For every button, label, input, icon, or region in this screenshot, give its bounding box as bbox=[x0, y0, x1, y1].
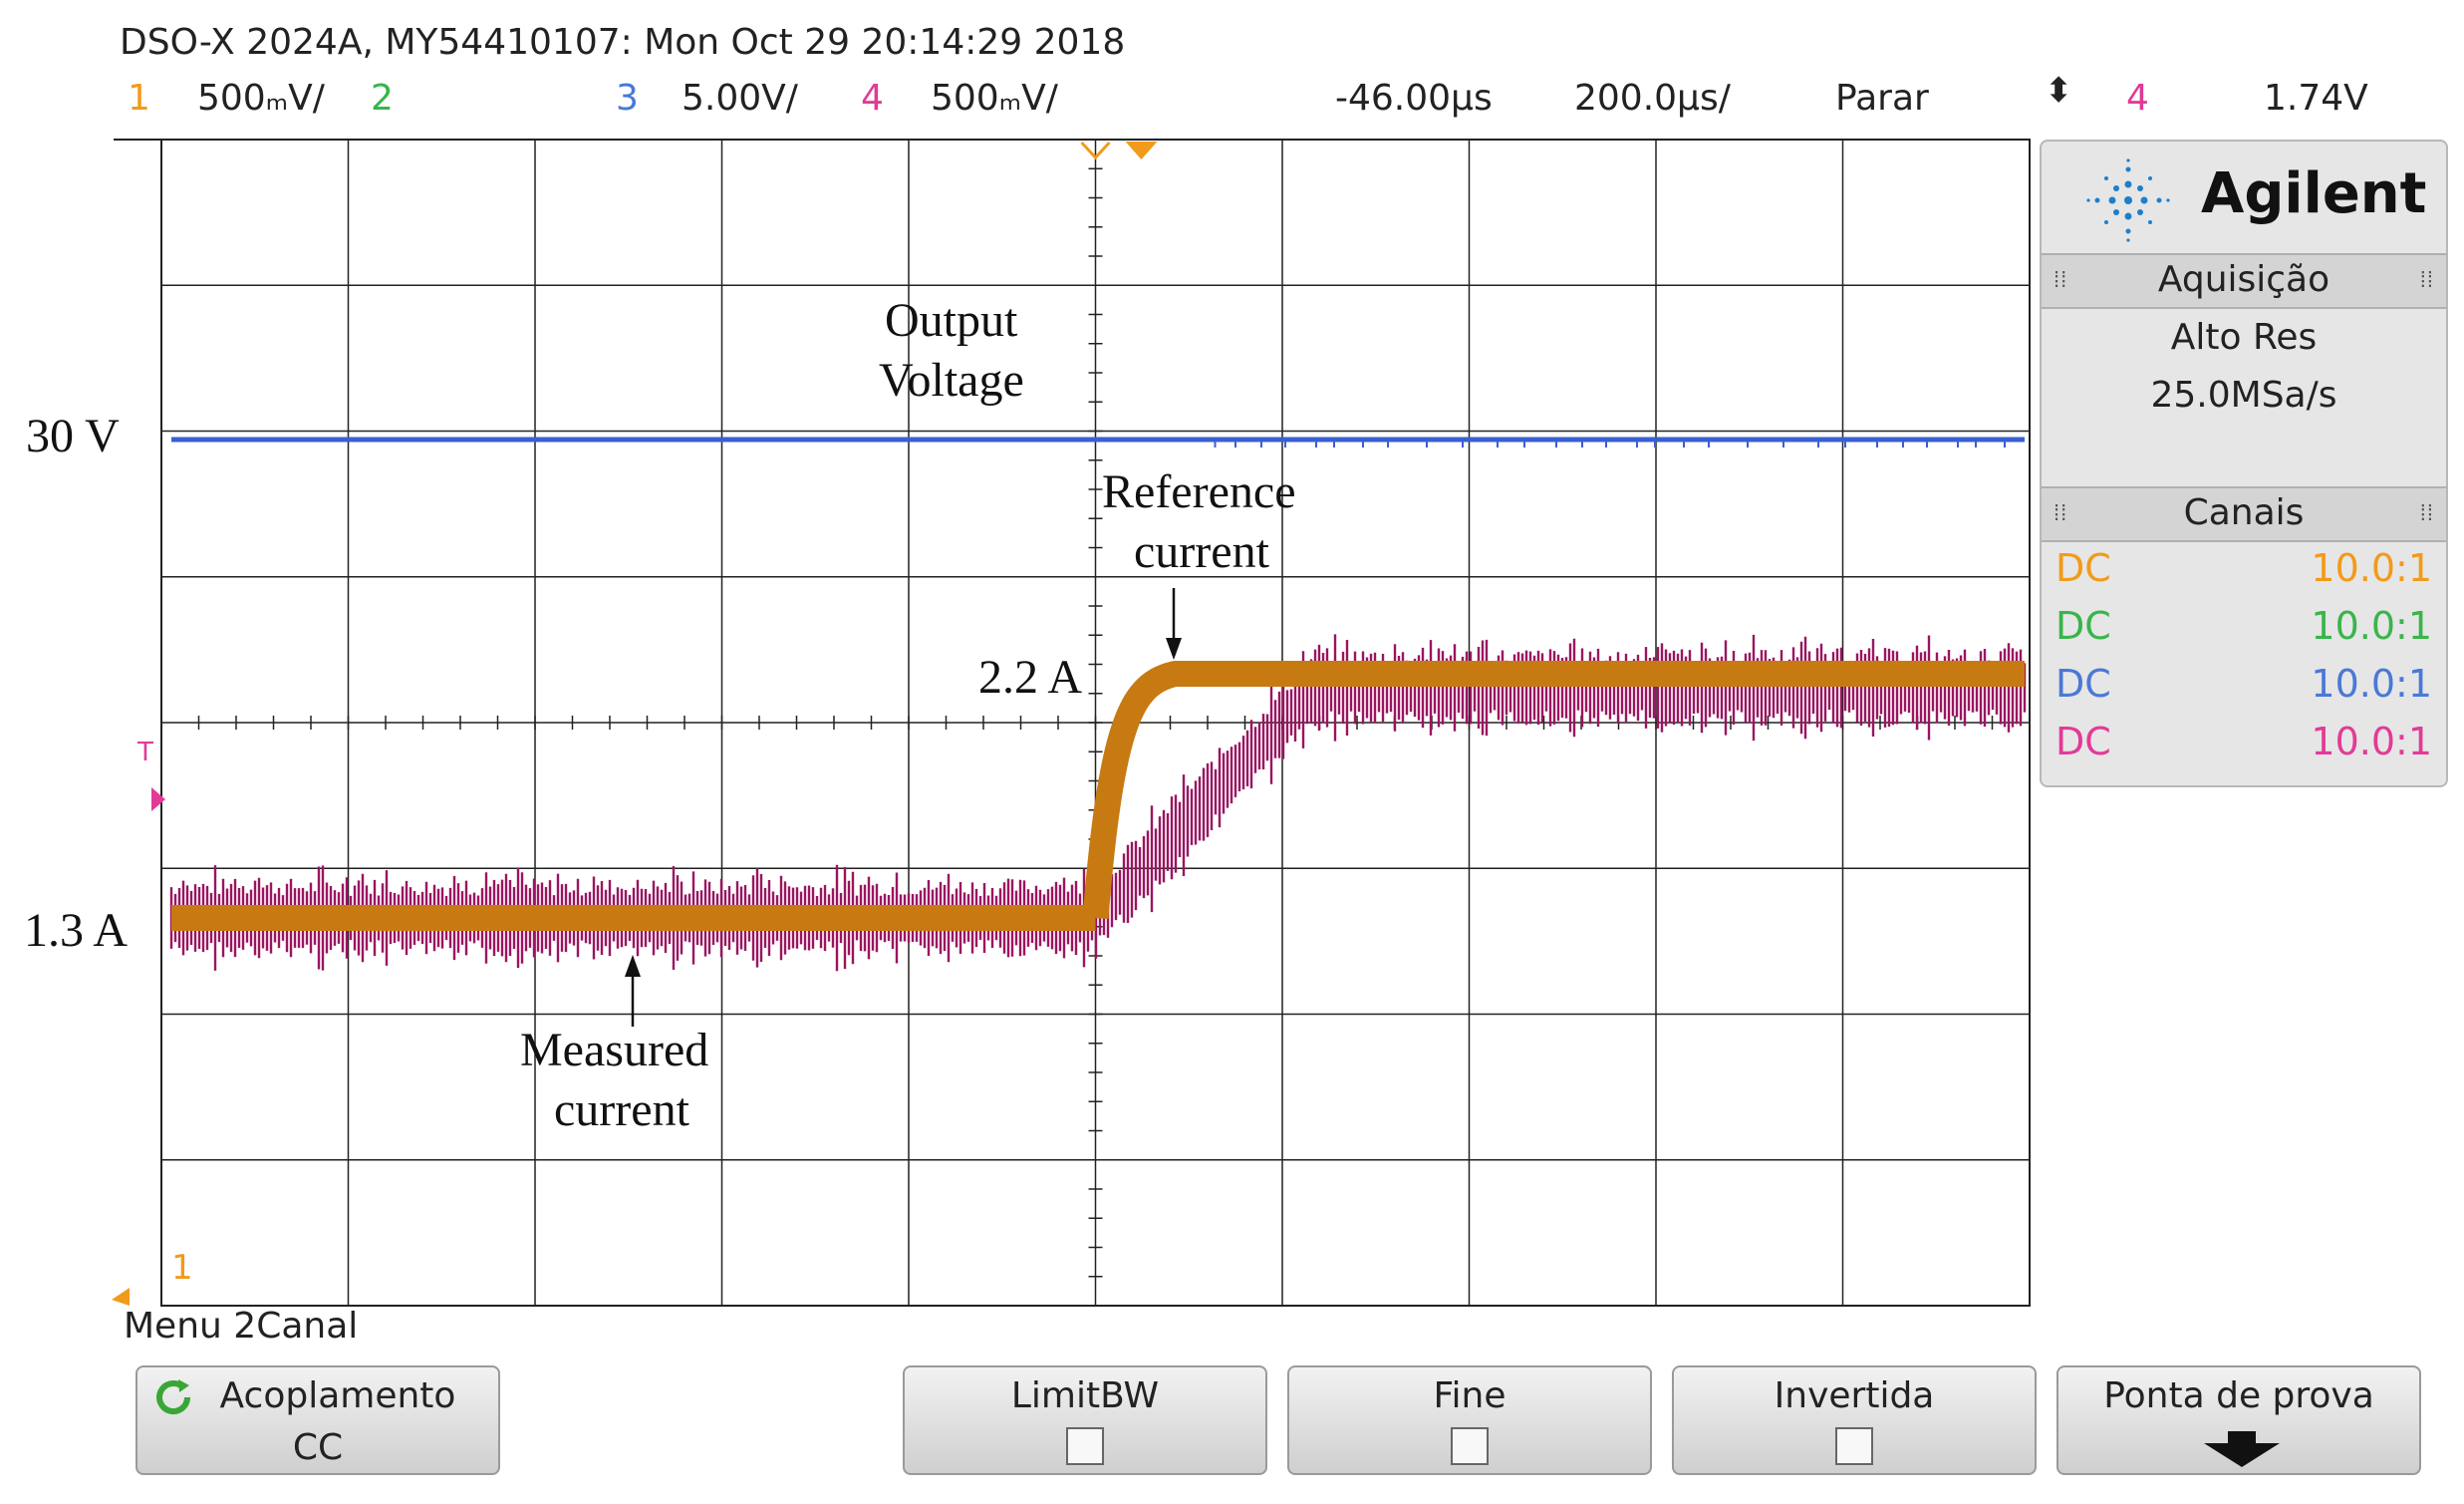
channel-row-4[interactable]: DC 10.0:1 bbox=[2055, 720, 2432, 775]
channels-header[interactable]: ⁞⁞ Canais ⁞⁞ bbox=[2042, 486, 2446, 542]
current-high-label: 2.2 A bbox=[978, 651, 1083, 704]
ch3-number[interactable]: 3 bbox=[616, 78, 639, 119]
trigger-position-marker[interactable] bbox=[1080, 141, 1111, 160]
down-arrow-icon bbox=[2204, 1431, 2280, 1476]
agilent-spark-icon bbox=[2085, 157, 2171, 248]
delay-marker[interactable] bbox=[1125, 142, 1158, 159]
trigger-marker[interactable]: T bbox=[137, 738, 153, 767]
limitbw-softkey[interactable]: LimitBW bbox=[903, 1365, 1267, 1475]
coupling-value: CC bbox=[292, 1427, 344, 1468]
measured-current-label-2: current bbox=[554, 1083, 689, 1136]
ch1-ground-marker[interactable]: 1 bbox=[171, 1248, 193, 1288]
markers bbox=[112, 141, 1182, 1306]
updown-arrows-icon: ⬍ bbox=[2045, 71, 2073, 111]
measured-current-label-1: Measured bbox=[520, 1024, 709, 1076]
ch1-number[interactable]: 1 bbox=[128, 78, 150, 119]
ch2-coupling: DC bbox=[2055, 604, 2111, 648]
current-low-label: 1.3 A bbox=[24, 904, 129, 957]
output-voltage-label-1: Output bbox=[885, 294, 1018, 347]
trigger-channel[interactable]: 4 bbox=[2126, 78, 2149, 119]
fine-checkbox[interactable] bbox=[1451, 1427, 1489, 1465]
fine-softkey[interactable]: Fine bbox=[1287, 1365, 1652, 1475]
trigger-level-arrow[interactable] bbox=[151, 787, 165, 811]
ch1-scale: 500​ₘV/ bbox=[197, 78, 325, 119]
grip-icon: ⁞⁞ bbox=[2419, 500, 2434, 525]
measured-arrow-head bbox=[625, 955, 641, 977]
reference-arrow-head bbox=[1166, 638, 1182, 660]
invert-softkey[interactable]: Invertida bbox=[1672, 1365, 2037, 1475]
grip-icon: ⁞⁞ bbox=[2053, 267, 2068, 292]
acquisition-mode: Alto Res bbox=[2170, 317, 2318, 358]
horizontal-delay[interactable]: -46.00µs bbox=[1335, 78, 1493, 119]
rotate-icon bbox=[151, 1375, 195, 1428]
channel-row-2[interactable]: DC 10.0:1 bbox=[2055, 604, 2432, 660]
ch2-probe: 10.0:1 bbox=[2311, 604, 2432, 648]
coupling-label: Acoplamento bbox=[219, 1375, 456, 1416]
ch4-probe: 10.0:1 bbox=[2311, 720, 2432, 763]
channel-row-1[interactable]: DC 10.0:1 bbox=[2055, 546, 2432, 602]
ch4-scale: 500ₘV/ bbox=[931, 78, 1058, 119]
limitbw-checkbox[interactable] bbox=[1066, 1427, 1104, 1465]
graticule bbox=[114, 139, 2031, 1307]
reference-current-label-2: current bbox=[1134, 525, 1269, 578]
traces bbox=[169, 437, 2027, 972]
waveform-display[interactable] bbox=[0, 0, 2464, 1326]
probe-label: Ponta de prova bbox=[2103, 1375, 2374, 1416]
coupling-softkey[interactable]: Acoplamento CC bbox=[136, 1365, 500, 1475]
reference-current-low bbox=[171, 905, 1096, 931]
ch4-number[interactable]: 4 bbox=[861, 78, 884, 119]
channel-row-3[interactable]: DC 10.0:1 bbox=[2055, 662, 2432, 718]
grip-icon: ⁞⁞ bbox=[2419, 267, 2434, 292]
channels-title: Canais bbox=[2183, 492, 2305, 533]
ch2-number[interactable]: 2 bbox=[371, 78, 394, 119]
run-state[interactable]: Parar bbox=[1835, 78, 1929, 119]
reference-current-high bbox=[1082, 661, 2025, 920]
reference-current-label-1: Reference bbox=[1102, 465, 1296, 518]
ch4-coupling: DC bbox=[2055, 720, 2111, 763]
info-panel: Agilent ⁞⁞ Aquisição ⁞⁞ Alto Res 25.0MSa… bbox=[2040, 140, 2448, 787]
timebase-scale[interactable]: 200.0µs/ bbox=[1574, 78, 1731, 119]
brand-name: Agilent bbox=[2201, 161, 2427, 226]
voltage-noise bbox=[1214, 440, 2006, 448]
scope-title: DSO-X 2024A, MY54410107: Mon Oct 29 20:1… bbox=[120, 22, 1126, 63]
ch1-coupling: DC bbox=[2055, 546, 2111, 590]
invert-label: Invertida bbox=[1774, 1375, 1935, 1416]
ch1-probe: 10.0:1 bbox=[2311, 546, 2432, 590]
ch3-probe: 10.0:1 bbox=[2311, 662, 2432, 706]
voltage-label: 30 V bbox=[26, 410, 120, 462]
limitbw-label: LimitBW bbox=[1010, 1375, 1160, 1416]
acquisition-title: Aquisição bbox=[2157, 259, 2330, 300]
probe-softkey[interactable]: Ponta de prova bbox=[2056, 1365, 2421, 1475]
fine-label: Fine bbox=[1433, 1375, 1506, 1416]
grip-icon: ⁞⁞ bbox=[2053, 500, 2068, 525]
menu-title: Menu 2Canal bbox=[124, 1306, 359, 1347]
invert-checkbox[interactable] bbox=[1835, 1427, 1873, 1465]
output-voltage-label-2: Voltage bbox=[879, 354, 1024, 407]
ch3-scale: 5.00V/ bbox=[682, 78, 798, 119]
sample-rate: 25.0MSa/s bbox=[2150, 375, 2337, 416]
acquisition-header[interactable]: ⁞⁞ Aquisição ⁞⁞ bbox=[2042, 253, 2446, 309]
ch3-coupling: DC bbox=[2055, 662, 2111, 706]
trigger-level[interactable]: 1.74V bbox=[2264, 78, 2368, 119]
ground-arrow[interactable] bbox=[112, 1288, 130, 1306]
